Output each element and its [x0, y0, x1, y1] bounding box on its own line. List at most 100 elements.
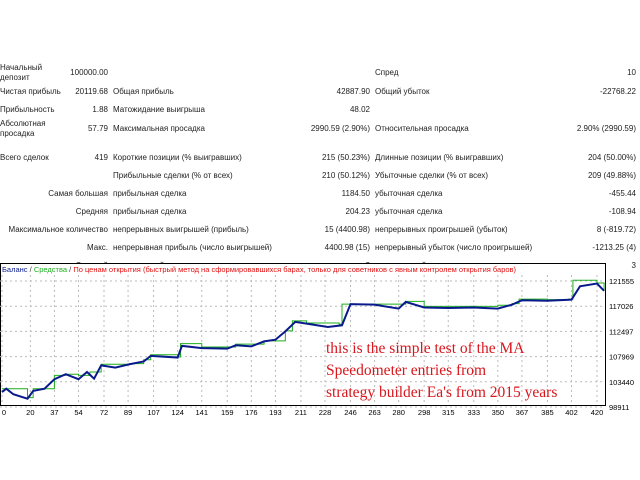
x-tick-label: 89 [124, 408, 132, 417]
stat-v0: Максимальное количество [8, 225, 108, 234]
x-tick-label: 107 [147, 408, 160, 417]
x-tick-label: 72 [100, 408, 108, 417]
y-tick-label: 121555 [609, 277, 634, 286]
x-tick-label: 20 [26, 408, 34, 417]
stats-row: Всего сделок 419 Короткие позиции (% выигр… [0, 153, 640, 171]
x-tick-label: 263 [368, 408, 381, 417]
legend-sep-2: / [67, 265, 73, 274]
stat-l1: Матожидание выигрыша [113, 105, 205, 114]
stat-l2: Относительная просадка [375, 124, 469, 133]
stat-l2: Убыточные сделки (% от всех) [375, 171, 489, 180]
stats-row: Начальный депозит 100000.00 Спред 10 [0, 63, 640, 82]
stat-v2: -1213.25 (4) [592, 243, 636, 252]
x-tick-label: 280 [392, 408, 405, 417]
stat-v1: 204.23 [345, 207, 370, 216]
x-tick-label: 385 [541, 408, 554, 417]
legend-sep: / [28, 265, 34, 274]
stat-v0: Средняя [75, 207, 108, 216]
stat-v2: -455.44 [608, 189, 636, 198]
stat-l1: прибыльная сделка [113, 189, 187, 198]
stat-l2: убыточная сделка [375, 189, 443, 198]
stat-l2: убыточная сделка [375, 207, 443, 216]
stats-row: Абсолютная просадка 57.79 Максимальная про… [0, 119, 640, 138]
x-tick-label: 159 [221, 408, 234, 417]
y-tick-label: 98911 [609, 403, 629, 412]
stat-l2: непрерывных проигрышей (убыток) [375, 225, 508, 234]
x-tick-label: 176 [245, 408, 258, 417]
annotation-line-2: Speedometer entries from [326, 362, 487, 379]
legend-mode: По ценам открытия (быстрый метод на сфор… [73, 265, 516, 274]
stats-row: Макс. непрерывная прибыль (число выигрыше… [0, 243, 640, 261]
x-tick-label: 420 [591, 408, 604, 417]
balance-chart: 0 20 37 54 72 89 107 124 141 159 176 193 211 228 246 26… [0, 263, 634, 417]
stats-row: Средняя прибыльная сделка 204.23 убыточная … [0, 207, 640, 225]
x-tick-label: 298 [418, 408, 431, 417]
stat-l1: прибыльная сделка [113, 207, 187, 216]
stat-v1: 48.02 [349, 105, 370, 114]
stat-l2: Общий убыток [375, 87, 430, 96]
x-tick-label: 193 [269, 408, 282, 417]
stat-l1: Прибыльные сделки (% от всех) [113, 171, 233, 180]
stat-l1: непрерывная прибыль (число выигрышей) [113, 243, 272, 252]
stat-v2: 2.90% (2990.59) [576, 124, 636, 133]
stat-v2: 8 (-819.72) [596, 225, 636, 234]
stat-v1: 4400.98 (15) [324, 243, 370, 252]
y-tick-label: 117026 [609, 302, 633, 311]
stat-v0: Самая большая [48, 189, 108, 198]
stats-row: Самая большая прибыльная сделка 1184.50 убы… [0, 189, 640, 207]
x-tick-label: 228 [319, 408, 332, 417]
x-tick-label: 367 [516, 408, 529, 417]
stat-l1: непрерывных выигрышей (прибыль) [113, 225, 249, 234]
stats-row: Прибыльность 1.88 Матожидание выигрыша 48.0… [0, 105, 640, 123]
stat-v2: 3 [631, 261, 636, 270]
stat-v2: -22768.22 [599, 87, 636, 96]
stat-l2: Спред [375, 68, 399, 77]
stat-l0: Начальный депозит [0, 63, 43, 82]
stats-row: Максимальное количество непрерывных выигр… [0, 225, 640, 243]
stat-l2: непрерывный убыток (число проигрышей) [375, 243, 533, 252]
x-tick-label: 402 [565, 408, 578, 417]
stat-l1: Максимальная просадка [113, 124, 205, 133]
x-tick-label: 315 [442, 408, 455, 417]
svg-text:Баланс / Средства / По ценам о: Баланс / Средства / По ценам открытия (б… [2, 265, 517, 274]
x-tick-label: 333 [467, 408, 480, 417]
stat-v0: Макс. [86, 243, 108, 252]
stat-v1: 15 (4400.98) [324, 225, 370, 234]
balance-line [1, 282, 605, 400]
stat-v1: 2990.59 (2.90%) [310, 124, 370, 133]
stats-row: Чистая прибыль 20119.68 Общая прибыль 42887… [0, 87, 640, 105]
x-tick-label: 0 [2, 408, 6, 417]
stat-v0: 20119.68 [75, 87, 108, 96]
legend-equity: Средства [34, 265, 68, 274]
stat-v2: 204 (50.00%) [587, 153, 636, 162]
annotation-line-3: strategy builder Ea's from 2015 years [326, 384, 558, 401]
stat-v1: 42887.90 [336, 87, 370, 96]
stat-l0: Абсолютная просадка [0, 119, 46, 138]
stats-row: Прибыльные сделки (% от всех) 210 (50.12%… [0, 171, 640, 189]
x-tick-label: 141 [195, 408, 208, 417]
y-tick-label: 103440 [609, 378, 634, 387]
x-tick-label: 246 [344, 408, 357, 417]
stat-v0: 57.79 [87, 124, 108, 133]
stat-v0: 1.88 [92, 105, 108, 114]
stat-v2: -108.94 [608, 207, 636, 216]
stat-v2: 209 (49.88%) [587, 171, 636, 180]
stat-l0: Прибыльность [0, 105, 55, 114]
stat-l2: Длинные позиции (% выигравших) [375, 153, 504, 162]
stat-v0: 100000.00 [70, 68, 108, 77]
stat-v1: 1184.50 [341, 189, 370, 198]
stat-l1: Короткие позиции (% выигравших) [113, 153, 242, 162]
stat-l0: Чистая прибыль [0, 87, 61, 96]
annotation-line-1: this is the simple test of the MA [326, 340, 525, 357]
stat-l1: Общая прибыль [113, 87, 174, 96]
stat-v0: 419 [94, 153, 108, 162]
stat-l0: Всего сделок [0, 153, 49, 162]
x-tick-label: 37 [50, 408, 58, 417]
x-tick-label: 54 [74, 408, 82, 417]
x-tick-label: 211 [295, 408, 307, 417]
stat-v2: 10 [627, 68, 636, 77]
legend-balance: Баланс [2, 265, 28, 274]
x-tick-label: 124 [171, 408, 184, 417]
y-tick-label: 107969 [609, 353, 634, 362]
stat-v1: 210 (50.12%) [321, 171, 370, 180]
